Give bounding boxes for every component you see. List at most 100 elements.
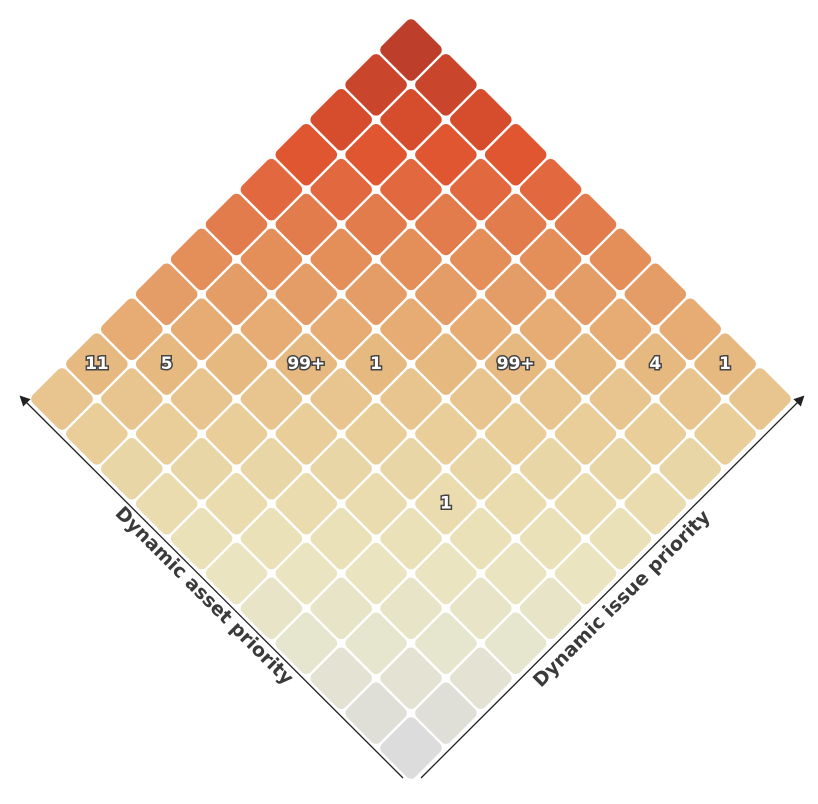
heatmap-cell[interactable]	[413, 401, 479, 467]
heatmap-cell[interactable]	[273, 540, 339, 606]
heatmap-cell[interactable]	[64, 331, 130, 397]
heatmap-cell[interactable]	[203, 191, 269, 257]
heatmap-cell[interactable]	[238, 575, 304, 641]
heatmap-cell[interactable]	[727, 366, 793, 432]
heatmap-cell[interactable]	[308, 645, 374, 711]
heatmap-cell[interactable]	[343, 540, 409, 606]
heatmap-cell[interactable]	[273, 401, 339, 467]
heatmap-cell[interactable]	[203, 470, 269, 536]
heatmap-cell[interactable]	[203, 401, 269, 467]
heatmap-cell[interactable]	[238, 366, 304, 432]
heatmap-cell[interactable]	[482, 540, 548, 606]
heatmap-cell[interactable]	[622, 261, 688, 327]
heatmap-cell[interactable]	[378, 715, 444, 781]
heatmap-cell[interactable]	[273, 121, 339, 187]
heatmap-cell[interactable]	[517, 575, 583, 641]
heatmap-cell[interactable]	[622, 470, 688, 536]
heatmap-cell[interactable]	[448, 226, 514, 292]
heatmap-cell[interactable]	[482, 261, 548, 327]
heatmap-cell[interactable]	[203, 261, 269, 327]
heatmap-cell[interactable]	[273, 261, 339, 327]
heatmap-cell[interactable]	[99, 436, 165, 502]
heatmap-cell[interactable]	[482, 121, 548, 187]
heatmap-cell[interactable]	[692, 401, 758, 467]
heatmap-cell[interactable]	[273, 470, 339, 536]
heatmap-cell[interactable]	[448, 645, 514, 711]
heatmap-cell[interactable]	[517, 505, 583, 571]
heatmap-cell[interactable]	[552, 331, 618, 397]
heatmap-cell[interactable]	[622, 401, 688, 467]
heatmap-cell[interactable]	[273, 610, 339, 676]
heatmap-cell[interactable]	[622, 331, 688, 397]
heatmap-cell[interactable]	[657, 436, 723, 502]
heatmap-cell[interactable]	[343, 261, 409, 327]
heatmap-cell[interactable]	[657, 296, 723, 362]
heatmap-cell[interactable]	[238, 436, 304, 502]
heatmap-cell[interactable]	[482, 191, 548, 257]
heatmap-cell[interactable]	[448, 156, 514, 222]
heatmap-cell[interactable]	[482, 331, 548, 397]
heatmap-cell[interactable]	[168, 505, 234, 571]
heatmap-cell[interactable]	[308, 156, 374, 222]
heatmap-cell[interactable]	[343, 470, 409, 536]
heatmap-cell[interactable]	[413, 470, 479, 536]
heatmap-cell[interactable]	[587, 366, 653, 432]
heatmap-cell[interactable]	[378, 645, 444, 711]
heatmap-cell[interactable]	[552, 470, 618, 536]
heatmap-cell[interactable]	[692, 331, 758, 397]
heatmap-cell[interactable]	[517, 296, 583, 362]
heatmap-cell[interactable]	[308, 505, 374, 571]
heatmap-cell[interactable]	[343, 331, 409, 397]
heatmap-cell[interactable]	[378, 505, 444, 571]
heatmap-cell[interactable]	[517, 156, 583, 222]
heatmap-cell[interactable]	[203, 331, 269, 397]
heatmap-cell[interactable]	[343, 52, 409, 118]
heatmap-cell[interactable]	[413, 261, 479, 327]
heatmap-cell[interactable]	[308, 87, 374, 153]
heatmap-cell[interactable]	[587, 436, 653, 502]
heatmap-cell[interactable]	[448, 505, 514, 571]
heatmap-cell[interactable]	[343, 191, 409, 257]
heatmap-cell[interactable]	[168, 296, 234, 362]
heatmap-cell[interactable]	[517, 366, 583, 432]
heatmap-cell[interactable]	[413, 52, 479, 118]
heatmap-cell[interactable]	[238, 296, 304, 362]
heatmap-cell[interactable]	[378, 296, 444, 362]
heatmap-cell[interactable]	[133, 331, 199, 397]
heatmap-cell[interactable]	[448, 296, 514, 362]
heatmap-cell[interactable]	[343, 680, 409, 746]
heatmap-cell[interactable]	[587, 505, 653, 571]
heatmap-cell[interactable]	[378, 17, 444, 83]
heatmap-cell[interactable]	[517, 226, 583, 292]
heatmap-cell[interactable]	[378, 366, 444, 432]
heatmap-cell[interactable]	[413, 540, 479, 606]
heatmap-cell[interactable]	[308, 296, 374, 362]
heatmap-cell[interactable]	[378, 156, 444, 222]
heatmap-cell[interactable]	[238, 156, 304, 222]
heatmap-cell[interactable]	[308, 366, 374, 432]
heatmap-cell[interactable]	[238, 226, 304, 292]
heatmap-cell[interactable]	[308, 575, 374, 641]
heatmap-cell[interactable]	[133, 261, 199, 327]
heatmap-cell[interactable]	[448, 436, 514, 502]
heatmap-cell[interactable]	[99, 366, 165, 432]
heatmap-cell[interactable]	[552, 261, 618, 327]
heatmap-cell[interactable]	[448, 575, 514, 641]
heatmap-cell[interactable]	[133, 401, 199, 467]
heatmap-cell[interactable]	[587, 226, 653, 292]
heatmap-cell[interactable]	[308, 226, 374, 292]
heatmap-cell[interactable]	[552, 401, 618, 467]
heatmap-cell[interactable]	[238, 505, 304, 571]
heatmap-cell[interactable]	[343, 610, 409, 676]
heatmap-cell[interactable]	[413, 680, 479, 746]
heatmap-cell[interactable]	[378, 87, 444, 153]
heatmap-cell[interactable]	[168, 366, 234, 432]
heatmap-cell[interactable]	[413, 610, 479, 676]
heatmap-cell[interactable]	[413, 331, 479, 397]
heatmap-cell[interactable]	[448, 366, 514, 432]
heatmap-cell[interactable]	[273, 191, 339, 257]
heatmap-cell[interactable]	[482, 470, 548, 536]
heatmap-cell[interactable]	[378, 226, 444, 292]
heatmap-cell[interactable]	[587, 296, 653, 362]
heatmap-cell[interactable]	[552, 191, 618, 257]
